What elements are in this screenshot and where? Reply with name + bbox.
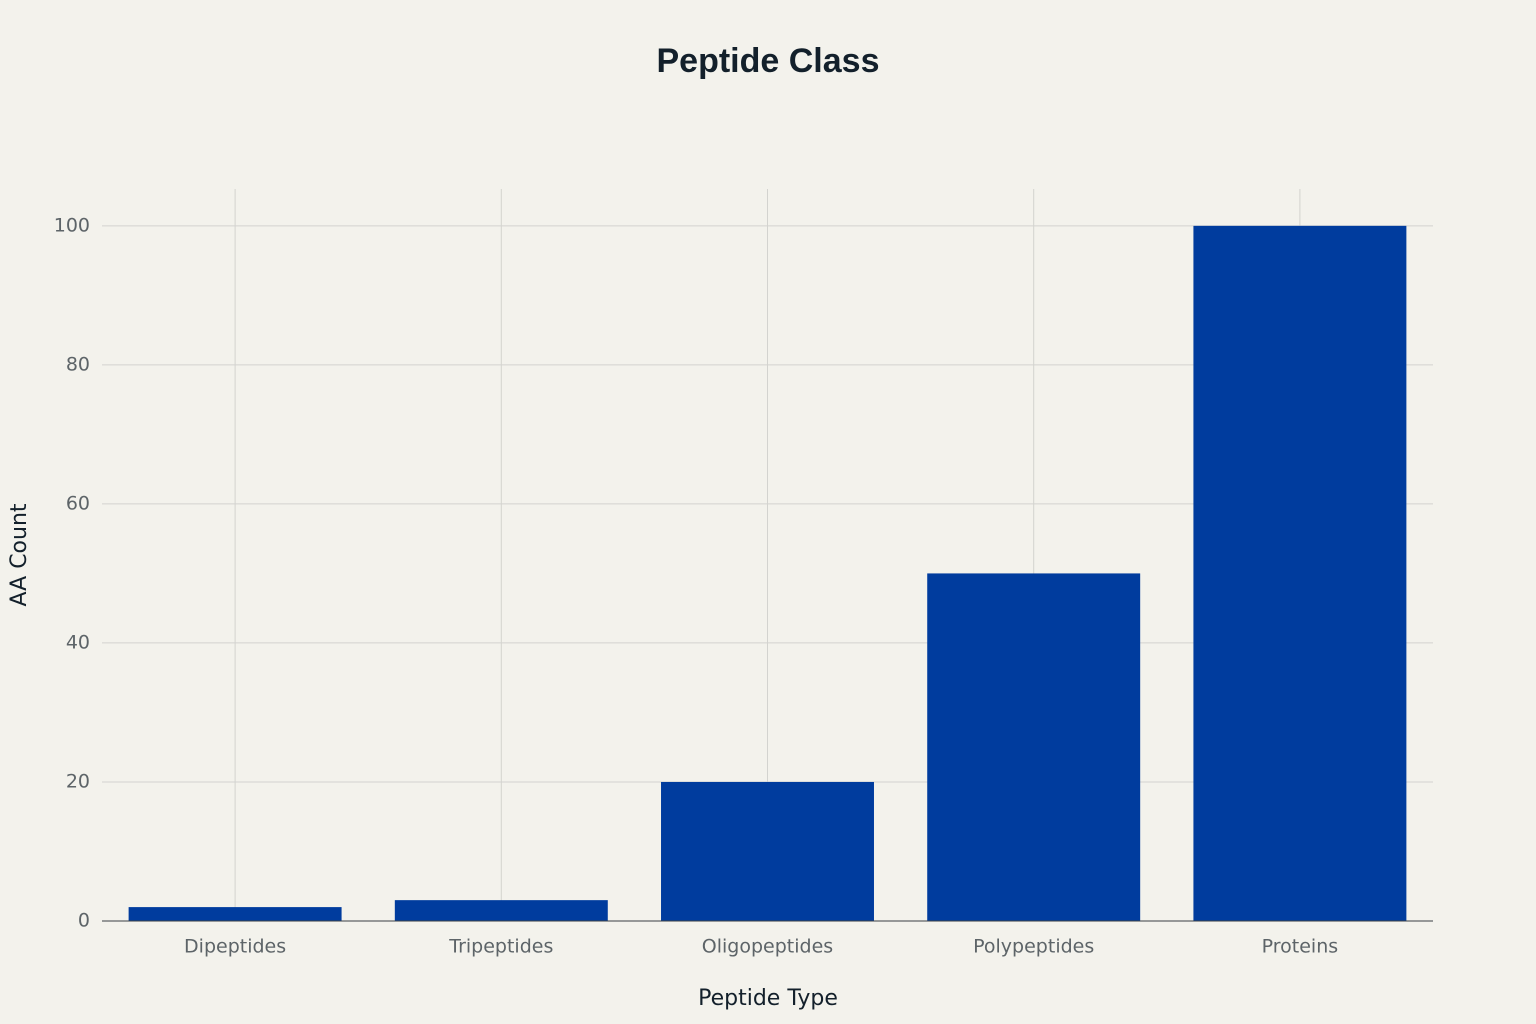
bar — [927, 573, 1141, 921]
bar — [1193, 225, 1407, 921]
y-tick-label: 100 — [54, 214, 90, 236]
bar — [394, 900, 608, 921]
x-axis-title: Peptide Type — [698, 986, 838, 1011]
y-tick-label: 80 — [66, 353, 90, 375]
x-tick-label: Oligopeptides — [702, 936, 833, 958]
x-tick-label: Tripeptides — [448, 936, 553, 958]
y-tick-label: 20 — [66, 770, 90, 792]
bar — [128, 907, 342, 921]
x-tick-label: Polypeptides — [973, 936, 1094, 958]
y-axis-title: AA Count — [7, 503, 32, 606]
y-tick-label: 0 — [78, 910, 90, 932]
y-tick-label: 40 — [66, 631, 90, 653]
bar — [661, 781, 874, 921]
chart-title: Peptide Class — [657, 42, 880, 80]
x-tick-label: Proteins — [1262, 936, 1339, 958]
x-tick-label: Dipeptides — [184, 936, 286, 958]
y-tick-label: 60 — [66, 492, 90, 514]
